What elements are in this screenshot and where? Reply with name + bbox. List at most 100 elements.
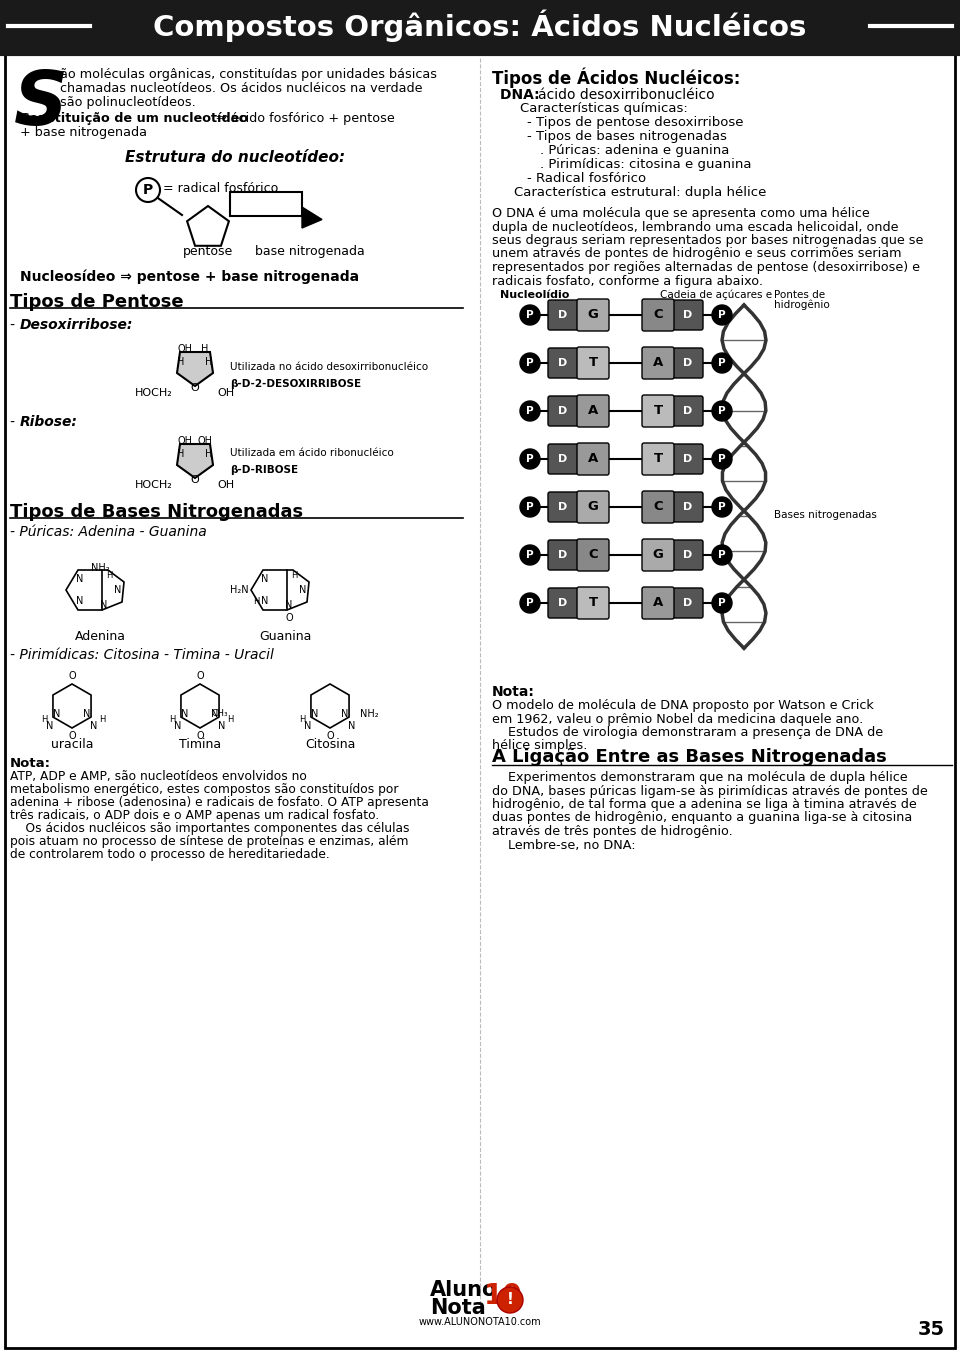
Text: H: H (178, 356, 184, 367)
Text: . Pirimídicas: citosina e guanina: . Pirimídicas: citosina e guanina (540, 158, 752, 171)
Text: β-D-2-DESOXIRRIBOSE: β-D-2-DESOXIRRIBOSE (230, 379, 361, 389)
FancyBboxPatch shape (642, 539, 674, 571)
Text: A: A (653, 597, 663, 609)
Text: N: N (54, 709, 60, 720)
Text: adenina + ribose (adenosina) e radicais de fosfato. O ATP apresenta: adenina + ribose (adenosina) e radicais … (10, 796, 429, 809)
Text: Utilizada no ácido desoxirribonucléico: Utilizada no ácido desoxirribonucléico (230, 362, 428, 373)
FancyBboxPatch shape (642, 396, 674, 427)
Text: NH₂: NH₂ (90, 563, 109, 572)
Circle shape (712, 450, 732, 468)
Text: Tipos de Bases Nitrogenadas: Tipos de Bases Nitrogenadas (10, 504, 303, 521)
Polygon shape (66, 570, 114, 610)
Text: 35: 35 (918, 1320, 945, 1339)
Text: Cadeia de açúcares e: Cadeia de açúcares e (660, 290, 772, 301)
FancyBboxPatch shape (548, 491, 578, 522)
Text: -: - (10, 414, 19, 429)
Text: CH₃: CH₃ (212, 710, 228, 718)
FancyBboxPatch shape (642, 347, 674, 379)
FancyBboxPatch shape (548, 396, 578, 427)
Polygon shape (180, 684, 219, 728)
Text: Nota: Nota (430, 1297, 486, 1318)
Text: hidrogênio, de tal forma que a adenina se liga à timina através de: hidrogênio, de tal forma que a adenina s… (492, 798, 917, 811)
FancyBboxPatch shape (673, 491, 703, 522)
Text: P: P (718, 549, 726, 560)
Circle shape (497, 1287, 523, 1314)
Text: T: T (588, 356, 597, 370)
Text: ATP, ADP e AMP, são nucleotídeos envolvidos no: ATP, ADP e AMP, são nucleotídeos envolvi… (10, 769, 307, 783)
Text: dupla de nucleotídeos, lembrando uma escada helicoidal, onde: dupla de nucleotídeos, lembrando uma esc… (492, 220, 899, 234)
Circle shape (712, 545, 732, 566)
Text: H: H (252, 597, 259, 606)
FancyBboxPatch shape (548, 589, 578, 618)
Text: D: D (559, 310, 567, 320)
Text: três radicais, o ADP dois e o AMP apenas um radical fosfato.: três radicais, o ADP dois e o AMP apenas… (10, 809, 379, 822)
Text: β-D-RIBOSE: β-D-RIBOSE (230, 464, 299, 475)
Text: N: N (114, 585, 122, 595)
Text: D: D (559, 358, 567, 369)
Text: D: D (684, 454, 692, 464)
Text: ácido desoxirribonucléico: ácido desoxirribonucléico (538, 88, 714, 103)
Text: O: O (285, 613, 293, 622)
Polygon shape (53, 684, 91, 728)
FancyBboxPatch shape (577, 298, 609, 331)
Text: D: D (684, 358, 692, 369)
Text: . Púricas: adenina e guanina: . Púricas: adenina e guanina (540, 144, 730, 157)
Text: H: H (106, 571, 112, 579)
FancyBboxPatch shape (577, 539, 609, 571)
Text: pois atuam no processo de síntese de proteínas e enzimas, além: pois atuam no processo de síntese de pro… (10, 836, 409, 848)
Text: Nota:: Nota: (10, 757, 51, 769)
Text: Ribose:: Ribose: (20, 414, 78, 429)
Circle shape (712, 593, 732, 613)
Text: N: N (311, 709, 319, 720)
Text: seus degraus seriam representados por bases nitrogenadas que se: seus degraus seriam representados por ba… (492, 234, 924, 247)
Text: A: A (588, 405, 598, 417)
Text: P: P (526, 406, 534, 416)
Text: OH: OH (217, 387, 234, 398)
Text: NH₂: NH₂ (360, 709, 378, 720)
Text: Lembre-se, no DNA:: Lembre-se, no DNA: (492, 838, 636, 852)
Text: D: D (684, 406, 692, 416)
Text: H: H (291, 571, 298, 579)
Text: ão moléculas orgânicas, constituídas por unidades básicas: ão moléculas orgânicas, constituídas por… (60, 68, 437, 81)
Circle shape (520, 497, 540, 517)
Circle shape (712, 497, 732, 517)
Text: - Tipos de pentose desoxirribose: - Tipos de pentose desoxirribose (527, 116, 743, 130)
Polygon shape (177, 352, 213, 386)
Text: P: P (526, 454, 534, 464)
Circle shape (520, 545, 540, 566)
Text: de controlarem todo o processo de hereditariedade.: de controlarem todo o processo de heredi… (10, 848, 329, 861)
Text: OH: OH (178, 344, 193, 354)
Text: P: P (526, 598, 534, 608)
Text: D: D (684, 502, 692, 512)
Text: G: G (588, 309, 598, 321)
Text: T: T (588, 597, 597, 609)
Text: OH: OH (217, 481, 234, 490)
Text: P: P (718, 502, 726, 512)
Text: H: H (99, 716, 106, 725)
Text: em 1962, valeu o prêmio Nobel da medicina daquele ano.: em 1962, valeu o prêmio Nobel da medicin… (492, 713, 863, 725)
Text: N: N (46, 721, 54, 730)
Text: Aluno: Aluno (430, 1280, 497, 1300)
Text: unem através de pontes de hidrogênio e seus corrimões seriam: unem através de pontes de hidrogênio e s… (492, 247, 901, 261)
Text: O: O (196, 730, 204, 741)
Text: N: N (181, 709, 189, 720)
FancyBboxPatch shape (548, 348, 578, 378)
Text: N: N (76, 574, 84, 585)
Text: N: N (261, 595, 269, 606)
FancyBboxPatch shape (642, 491, 674, 522)
Text: Nucleolídio: Nucleolídio (500, 290, 569, 300)
Text: C: C (653, 501, 662, 513)
Text: A: A (588, 452, 598, 466)
Text: N: N (285, 599, 293, 610)
Text: -: - (10, 319, 19, 332)
Text: D: D (684, 598, 692, 608)
Text: H₂N: H₂N (229, 585, 249, 595)
Text: O: O (68, 671, 76, 680)
Text: HOCH₂: HOCH₂ (135, 387, 173, 398)
FancyBboxPatch shape (577, 443, 609, 475)
Polygon shape (102, 570, 124, 610)
Text: Tipos de Ácidos Nucléicos:: Tipos de Ácidos Nucléicos: (492, 68, 740, 89)
Text: Experimentos demonstraram que na molécula de dupla hélice: Experimentos demonstraram que na molécul… (492, 771, 907, 784)
Text: A: A (653, 356, 663, 370)
Text: ⇒ ácido fosfórico + pentose: ⇒ ácido fosfórico + pentose (212, 112, 395, 126)
